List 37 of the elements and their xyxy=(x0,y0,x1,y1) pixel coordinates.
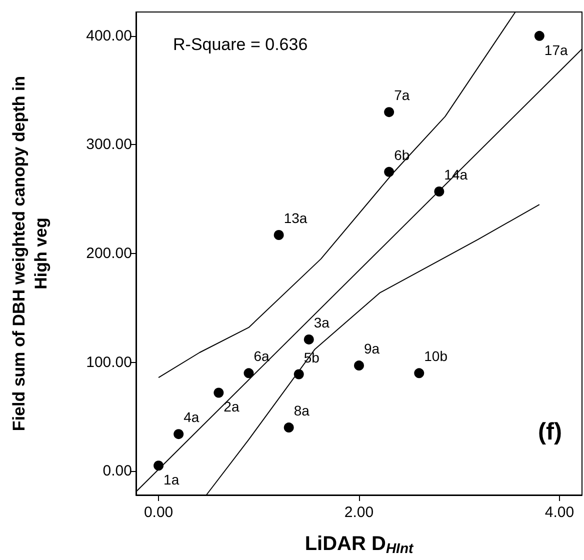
point xyxy=(354,360,364,371)
y-tick-label: 300.00 xyxy=(86,136,132,154)
annotation: 7a xyxy=(394,87,410,104)
point xyxy=(434,186,444,196)
y-axis-title: Field sum of DBH weighted canopy depth in High veg xyxy=(10,76,50,432)
point xyxy=(174,429,184,440)
y-tick-label: 100.00 xyxy=(86,354,132,371)
annotation: 4a xyxy=(184,409,200,426)
annotation: 6b xyxy=(394,146,410,163)
y-tick-label: 400.00 xyxy=(86,27,132,44)
point xyxy=(284,422,294,433)
point xyxy=(244,368,254,378)
y-tick-label: 0.00 xyxy=(102,462,132,480)
point xyxy=(384,107,394,118)
point xyxy=(384,166,394,177)
point xyxy=(304,334,314,344)
annotation: (f) xyxy=(538,418,562,446)
annotation: 2a xyxy=(224,398,240,415)
annotation: 17a xyxy=(544,42,568,58)
annotation: 9a xyxy=(364,340,380,357)
annotation: 3a xyxy=(314,314,330,330)
x-tick-label: 4.00 xyxy=(544,504,574,521)
annotation: 10b xyxy=(424,348,448,364)
annotation: 13a xyxy=(284,210,308,226)
x-tick-label: 0.00 xyxy=(144,504,174,521)
point xyxy=(274,230,284,240)
point xyxy=(214,388,224,398)
annotation: 6a xyxy=(254,348,270,364)
point xyxy=(154,460,164,471)
point xyxy=(414,368,424,378)
point xyxy=(534,30,544,41)
annotation: 8a xyxy=(294,402,310,419)
point xyxy=(294,369,304,380)
x-tick-label: 2.00 xyxy=(344,504,374,521)
annotation: R-Square = 0.636 xyxy=(173,35,308,54)
annotation: 1a xyxy=(164,472,180,488)
y-tick-label: 200.00 xyxy=(86,245,132,262)
